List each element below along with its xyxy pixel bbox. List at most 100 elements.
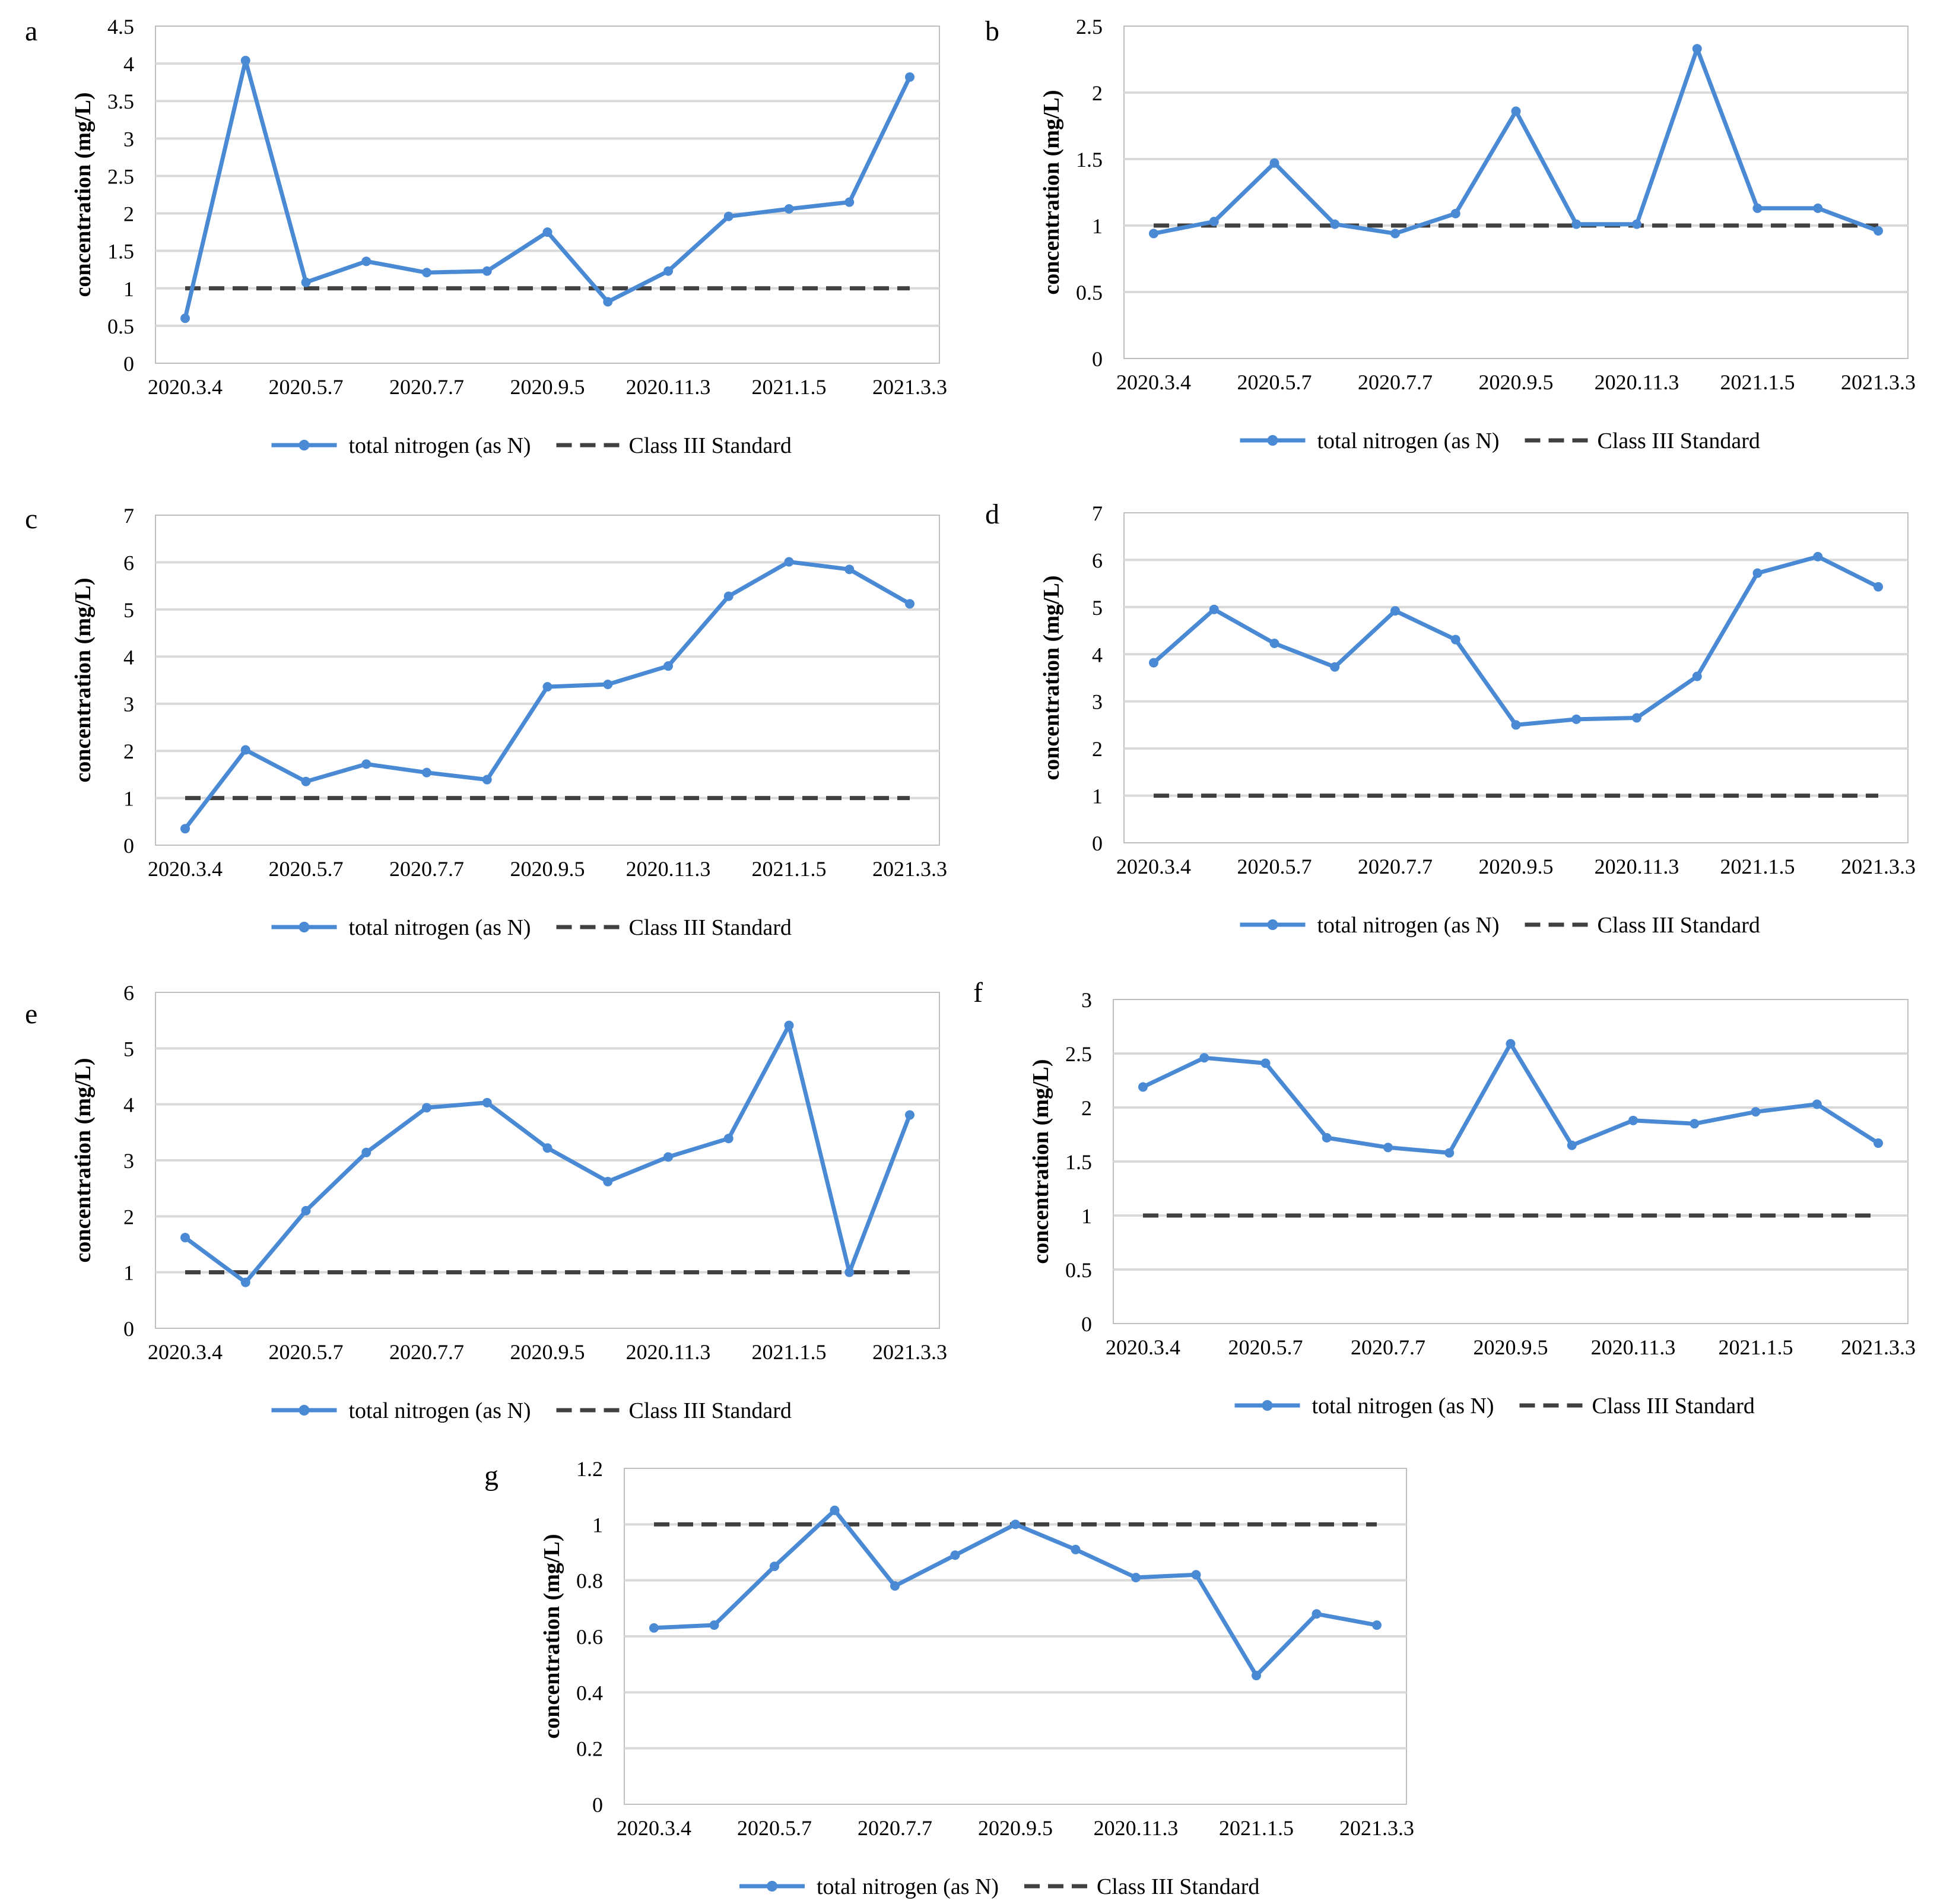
y-tick-label: 2.5: [1065, 1042, 1092, 1066]
data-point: [1199, 1053, 1209, 1063]
y-axis-label: concentration (mg/L): [71, 1058, 96, 1262]
y-tick-label: 1: [1092, 785, 1103, 808]
legend-standard-label: Class III Standard: [1097, 1874, 1259, 1899]
data-point: [542, 682, 552, 692]
data-point: [1322, 1132, 1332, 1143]
y-tick-label: 2: [1092, 737, 1103, 761]
x-tick-label: 2020.9.5: [510, 857, 585, 881]
x-tick-label: 2020.11.3: [1595, 370, 1679, 394]
x-tick-label: 2021.1.5: [1219, 1816, 1294, 1840]
legend-series-marker: [767, 1881, 777, 1892]
data-point: [1269, 158, 1279, 168]
data-point: [1191, 1570, 1201, 1580]
data-point: [1269, 639, 1279, 649]
data-point: [1372, 1620, 1382, 1630]
x-tick-label: 2021.3.3: [1841, 370, 1916, 394]
x-tick-label: 2021.1.5: [1719, 1335, 1793, 1359]
y-tick-label: 0.5: [1076, 281, 1103, 304]
x-tick-label: 2020.7.7: [858, 1816, 932, 1840]
x-tick-label: 2020.9.5: [1479, 855, 1554, 878]
y-tick-label: 3: [1092, 690, 1103, 714]
x-tick-label: 2020.3.4: [148, 857, 223, 881]
y-axis-label: concentration (mg/L): [71, 92, 96, 297]
data-point: [180, 313, 190, 323]
y-tick-label: 3: [123, 693, 134, 716]
x-tick-label: 2020.5.7: [737, 1816, 812, 1840]
chart-panel-g: g 0 0.2 0.4 0.6 0.8 1 1.2 2020.3.4 2020.5.7 2020.7…: [484, 1457, 1414, 1899]
x-tick-label: 2021.1.5: [1720, 370, 1795, 394]
data-point: [482, 775, 492, 785]
data-point: [663, 661, 673, 671]
data-point: [1511, 720, 1521, 730]
y-tick-label: 0.4: [576, 1681, 603, 1705]
panel-label: a: [25, 15, 37, 47]
data-point: [1260, 1058, 1271, 1068]
legend-series-label: total nitrogen (as N): [1317, 913, 1500, 938]
x-tick-label: 2021.1.5: [752, 375, 827, 399]
data-point: [950, 1550, 960, 1560]
chart-panel-b: b 0 0.5 1 1.5 2 2.5 2020.3.4 2020.5.7 2020.7.7 202…: [985, 15, 1916, 453]
x-tick-label: 2020.9.5: [510, 375, 585, 399]
chart-panel-a: a 0 0.5 1 1.5 2 2.5 3 3.5 4 4.5 2020.3.4 2020.5.7 202…: [25, 15, 947, 458]
x-tick-label: 2020.5.7: [269, 857, 344, 881]
data-point: [844, 1267, 855, 1277]
y-tick-label: 0: [1092, 347, 1103, 371]
y-tick-label: 5: [1092, 596, 1103, 620]
y-tick-label: 1.5: [107, 240, 134, 264]
x-tick-label: 2021.3.3: [872, 1340, 947, 1364]
y-tick-label: 0: [123, 352, 134, 376]
data-point: [1383, 1143, 1393, 1153]
data-point: [1812, 1099, 1822, 1109]
y-tick-label: 2: [1081, 1096, 1092, 1120]
data-point: [1138, 1082, 1148, 1092]
data-point: [1692, 671, 1702, 681]
y-tick-label: 6: [123, 981, 134, 1005]
data-point: [830, 1505, 840, 1515]
data-point: [1450, 634, 1460, 645]
legend-series-label: total nitrogen (as N): [349, 1398, 531, 1423]
x-tick-label: 2021.3.3: [1841, 1335, 1916, 1359]
legend-series-marker: [299, 922, 310, 932]
chart-panel-e: e 0 1 2 3 4 5 6 2020.3.4 2020.5.7 2020.7.7 2020.9.5…: [25, 981, 947, 1423]
data-point: [1813, 203, 1823, 213]
y-tick-label: 0.6: [576, 1625, 603, 1649]
y-axis-label: concentration (mg/L): [539, 1534, 564, 1738]
data-point: [1752, 568, 1763, 578]
y-tick-label: 4: [123, 52, 134, 76]
data-point: [649, 1623, 659, 1633]
y-tick-label: 3.5: [107, 90, 134, 113]
x-tick-label: 2020.3.4: [1116, 855, 1191, 878]
plot-frame: [155, 515, 940, 846]
legend-series-marker: [1267, 435, 1278, 446]
y-tick-label: 1: [123, 277, 134, 301]
data-point: [542, 1143, 552, 1153]
x-tick-label: 2020.7.7: [1358, 370, 1433, 394]
data-point: [1690, 1119, 1700, 1129]
data-point: [723, 591, 733, 601]
data-point: [1444, 1148, 1455, 1158]
data-point: [1149, 229, 1158, 239]
y-axis-label: concentration (mg/L): [1028, 1059, 1053, 1264]
data-point: [723, 1134, 733, 1144]
data-point: [603, 1176, 613, 1186]
y-tick-label: 1: [1092, 214, 1103, 238]
data-point: [180, 824, 190, 834]
x-tick-label: 2020.7.7: [1358, 855, 1433, 878]
y-tick-label: 2.5: [1076, 15, 1103, 39]
x-tick-label: 2021.1.5: [1720, 855, 1795, 878]
y-tick-label: 1: [123, 787, 134, 811]
x-tick-label: 2020.11.3: [1595, 855, 1679, 878]
data-point: [1571, 219, 1582, 229]
legend-series-marker: [1267, 919, 1278, 930]
series-line: [653, 1508, 1377, 1678]
y-tick-label: 0: [592, 1793, 603, 1817]
x-tick-label: 2020.3.4: [148, 1340, 223, 1364]
x-tick-label: 2021.3.3: [872, 375, 947, 399]
data-point: [770, 1562, 779, 1572]
y-tick-label: 2: [123, 202, 134, 226]
y-tick-label: 7: [1092, 502, 1103, 525]
data-point: [361, 759, 371, 769]
y-tick-label: 0.8: [576, 1569, 603, 1593]
data-point: [1149, 658, 1158, 668]
data-point: [1390, 229, 1400, 239]
